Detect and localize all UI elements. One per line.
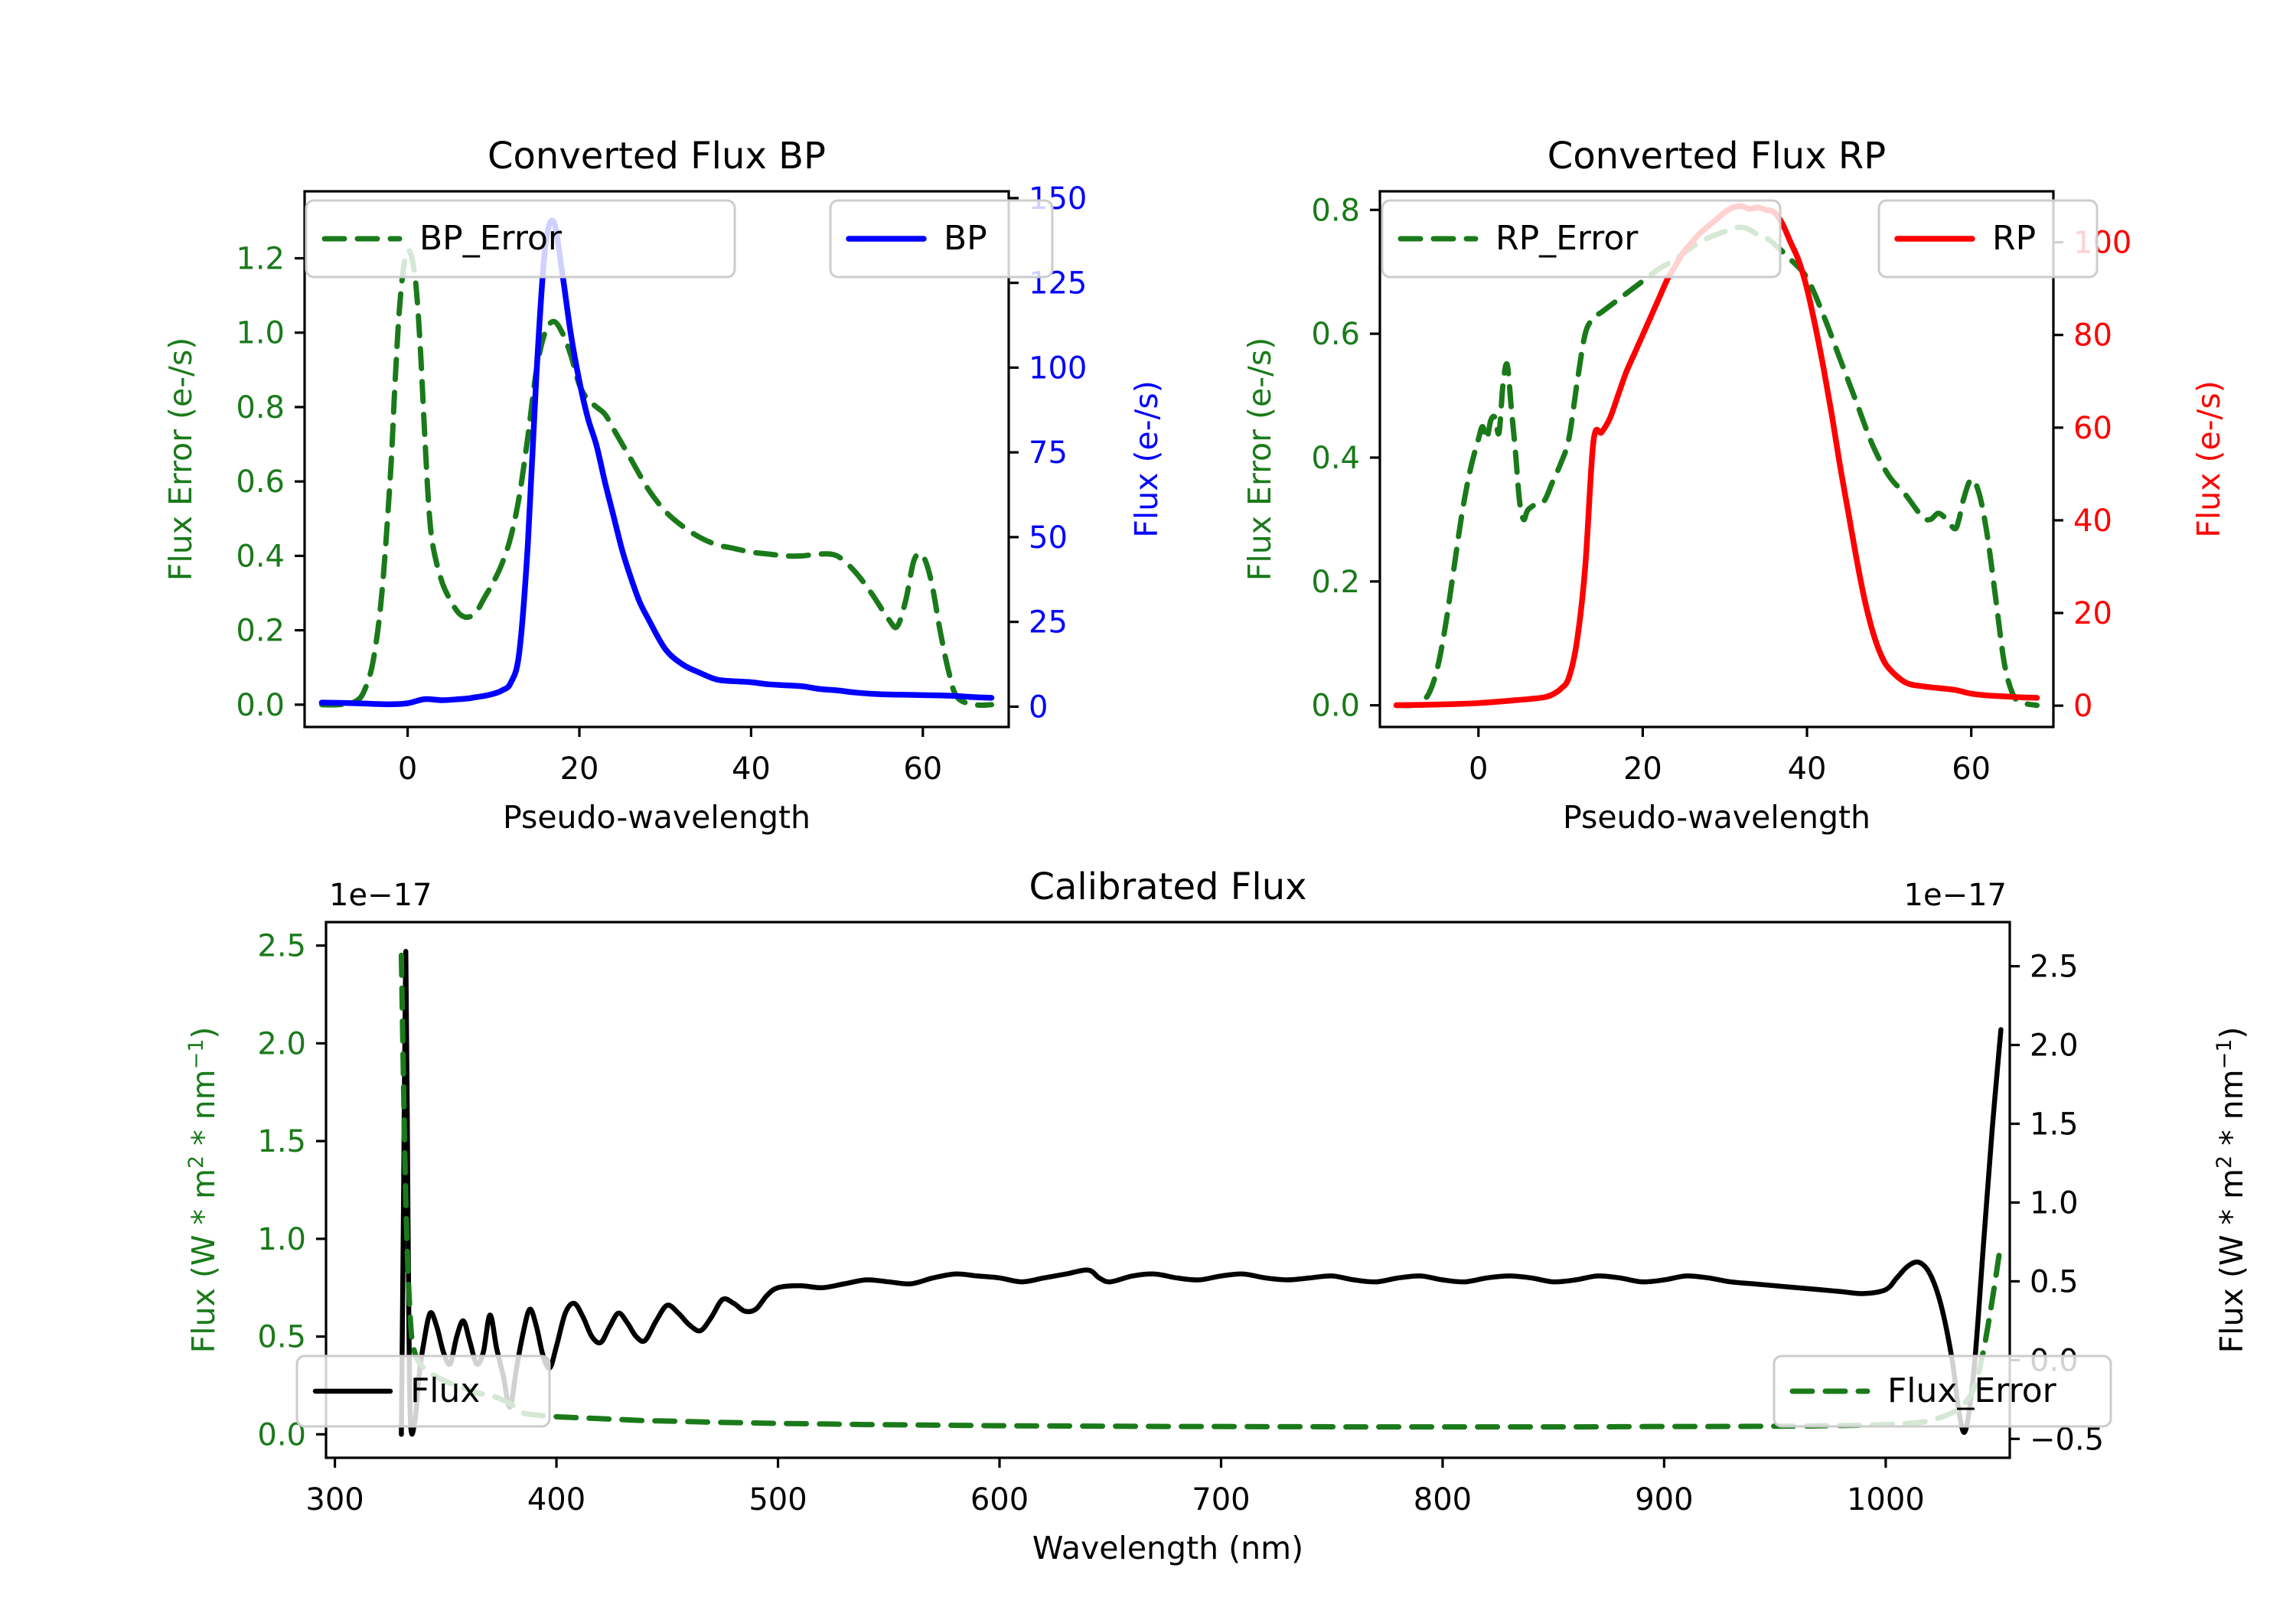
y-ticklabel-left: 0.2	[1311, 565, 1360, 600]
y-ticklabel-left: 1.0	[236, 316, 285, 351]
y-ticklabel-right: 50	[1029, 520, 1068, 556]
y-ticklabel-left: 0.8	[1311, 193, 1360, 228]
y-ticklabel-right: 75	[1029, 435, 1068, 471]
y-ticklabel-left: 0.8	[236, 390, 285, 425]
y-ticklabel-right: −0.5	[2030, 1422, 2104, 1457]
x-ticklabel: 500	[748, 1482, 807, 1517]
legend-bp-error[interactable]: BP_Error	[305, 199, 736, 279]
y-axis-label-right-rp_panel: Flux (e-/s)	[2190, 380, 2227, 537]
legend-label: BP	[944, 219, 987, 258]
x-ticklabel: 900	[1635, 1482, 1693, 1517]
x-ticklabel: 400	[527, 1482, 585, 1517]
y-ticklabel-left: 0.6	[1311, 317, 1360, 352]
x-ticklabel: 40	[732, 751, 771, 787]
panel-title-calibrated_panel: Calibrated Flux	[1029, 865, 1306, 908]
legend-box[interactable]	[829, 199, 1054, 279]
legend-box[interactable]	[305, 199, 736, 279]
y-axis-label-left-bp_panel: Flux Error (e-/s)	[162, 337, 199, 581]
y-ticklabel-left: 0.4	[1311, 441, 1360, 476]
x-ticklabel: 40	[1788, 751, 1827, 787]
series-flux-error	[398, 952, 2004, 1430]
y-ticklabel-left: 1.0	[257, 1222, 306, 1257]
legend-rp-error[interactable]: RP_Error	[1381, 199, 1782, 279]
y-ticklabel-left: 2.5	[257, 929, 306, 964]
legend-label: Flux	[410, 1371, 480, 1410]
y-axis-label-right-bp_panel: Flux (e-/s)	[1128, 380, 1165, 537]
y-ticklabel-left: 1.2	[236, 242, 285, 277]
x-ticklabel: 20	[1623, 751, 1662, 787]
series-rp	[1393, 203, 2040, 709]
legend-bp[interactable]: BP	[829, 199, 1054, 279]
plot-frame	[325, 921, 2011, 1459]
y-ticklabel-left: 2.0	[257, 1026, 306, 1061]
y-ticklabel-right: 2.0	[2030, 1028, 2079, 1064]
legend-box[interactable]	[1877, 199, 2099, 279]
x-ticklabel: 600	[970, 1482, 1029, 1517]
x-ticklabel: 700	[1192, 1482, 1250, 1517]
x-ticklabel: 20	[560, 751, 599, 787]
plot-frame	[303, 190, 1010, 729]
y-ticklabel-right: 1.0	[2030, 1185, 2079, 1221]
x-ticklabel: 0	[1469, 751, 1488, 787]
y-axis-label-left-calibrated_panel: Flux (W * m2 * nm−1)	[184, 1027, 223, 1354]
x-ticklabel: 300	[305, 1482, 364, 1517]
y-axis-label-right-calibrated_panel: Flux (W * m2 * nm−1)	[2213, 1027, 2251, 1354]
offset-text-right: 1e−17	[1904, 878, 2007, 913]
x-ticklabel: 0	[398, 751, 417, 787]
y-ticklabel-left: 1.5	[257, 1124, 306, 1159]
y-ticklabel-left: 0.6	[236, 464, 285, 500]
x-ticklabel: 1000	[1847, 1482, 1925, 1517]
legend-label: Flux_Error	[1887, 1371, 2057, 1410]
x-ticklabel: 60	[1952, 751, 1991, 787]
y-ticklabel-left: 0.0	[1311, 689, 1360, 724]
series-bp	[318, 217, 995, 708]
y-axis-label-left-rp_panel: Flux Error (e-/s)	[1241, 337, 1278, 581]
panel-title-bp_panel: Converted Flux BP	[488, 135, 826, 178]
legend-flux[interactable]: Flux	[295, 1354, 551, 1428]
y-ticklabel-right: 0	[1029, 689, 1048, 725]
x-axis-label-bp_panel: Pseudo-wavelength	[503, 799, 810, 836]
x-axis-label-rp_panel: Pseudo-wavelength	[1563, 799, 1870, 836]
panel-title-rp_panel: Converted Flux RP	[1548, 135, 1886, 178]
y-ticklabel-right: 40	[2073, 504, 2112, 539]
y-ticklabel-right: 80	[2073, 318, 2112, 354]
x-ticklabel: 60	[903, 751, 942, 787]
y-ticklabel-right: 20	[2073, 596, 2112, 631]
legend-box[interactable]	[1773, 1354, 2112, 1428]
y-ticklabel-right: 2.5	[2030, 950, 2079, 985]
y-ticklabel-right: 100	[1029, 350, 1087, 386]
y-ticklabel-left: 0.4	[236, 539, 285, 574]
y-ticklabel-left: 0.0	[236, 688, 285, 723]
y-ticklabel-right: 1.5	[2030, 1107, 2079, 1143]
series-rp-error	[1393, 224, 2040, 709]
panel-bp_panel: Converted Flux BP 0 20 40 60 Pseudo-wavelengt…	[162, 135, 1165, 836]
x-ticklabel: 800	[1414, 1482, 1472, 1517]
y-ticklabel-right: 25	[1029, 605, 1068, 641]
x-axis-label-calibrated_panel: Wavelength (nm)	[1032, 1530, 1303, 1566]
legend-box[interactable]	[295, 1354, 551, 1428]
y-ticklabel-right: 0	[2073, 689, 2092, 724]
series-flux	[399, 949, 2004, 1437]
panel-rp_panel: Converted Flux RP 0 20 40 60 Pseudo-wavelengt…	[1241, 135, 2227, 836]
legend-label: RP_Error	[1495, 219, 1639, 258]
y-ticklabel-right: 0.5	[2030, 1264, 2079, 1299]
y-ticklabel-left: 0.2	[236, 614, 285, 649]
panel-calibrated_panel: Calibrated Flux 300 400 500 600 700 800 900 1000…	[184, 865, 2251, 1566]
legend-label: RP	[1992, 219, 2036, 258]
y-ticklabel-left: 0.5	[257, 1320, 306, 1355]
legend-box[interactable]	[1381, 199, 1782, 279]
y-ticklabel-right: 60	[2073, 411, 2112, 446]
plot-frame	[1378, 190, 2055, 729]
offset-text-left: 1e−17	[329, 878, 432, 913]
legend-flux-error[interactable]: Flux_Error	[1773, 1354, 2112, 1428]
legend-label: BP_Error	[419, 219, 563, 258]
legend-rp[interactable]: RP	[1877, 199, 2099, 279]
